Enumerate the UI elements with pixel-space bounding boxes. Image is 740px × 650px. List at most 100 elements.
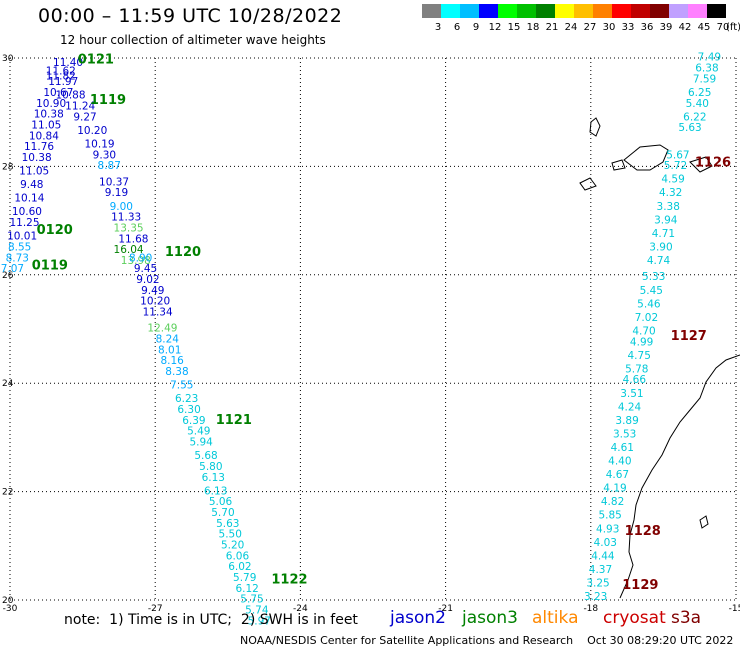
satellite-legend-s3a: s3a <box>671 608 702 628</box>
wave-height-value: 3.25 <box>586 577 609 589</box>
axis-ticks: -30 -27 -24 -21 -18 -15 20 22 24 26 28 30 <box>2 54 740 614</box>
color-swatch <box>631 4 650 18</box>
pass-time-label: 1129 <box>622 578 658 593</box>
wave-height-value: 11.62 <box>46 65 76 77</box>
color-swatch <box>574 4 593 18</box>
wave-height-value: 10.88 <box>55 90 85 102</box>
wave-height-value: 4.75 <box>628 350 651 362</box>
wave-height-value: 11.05 <box>19 166 49 178</box>
wave-height-value: 3.53 <box>613 428 636 440</box>
wave-height-value: 6.30 <box>177 404 200 416</box>
wave-height-value: 4.71 <box>652 228 675 240</box>
pass-time-label: 0119 <box>32 258 68 273</box>
wave-height-value: 8.87 <box>98 160 121 172</box>
wave-height-value: 4.24 <box>618 401 642 413</box>
pass-time-labels: 0121 1119 0120 0119 1120 1121 1122 1126 1127 1128… <box>32 52 731 593</box>
color-swatch <box>688 4 707 18</box>
wave-height-value: 10.20 <box>140 296 170 308</box>
wave-height-value: 3.38 <box>657 201 680 213</box>
wave-height-value: 8.55 <box>8 241 31 253</box>
canary-island-lapalma <box>589 117 601 137</box>
wave-height-value: 5.33 <box>642 271 665 283</box>
wave-height-value: 4.40 <box>608 456 631 468</box>
wave-height-value: 5.67 <box>666 149 689 161</box>
wave-height-value: 11.24 <box>65 100 95 112</box>
pass-time-label: 1121 <box>216 413 252 428</box>
wave-height-value: 5.72 <box>664 160 687 172</box>
color-swatch <box>498 4 517 18</box>
wave-height-value: 16.04 <box>114 244 144 256</box>
x-tick-label: -27 <box>148 604 163 614</box>
color-swatch <box>479 4 498 18</box>
coast-islet <box>699 515 709 529</box>
wave-height-value: 6.13 <box>202 472 225 484</box>
color-scale-label: 3 <box>434 22 442 33</box>
wave-height-value: 6.02 <box>228 561 251 573</box>
wave-height-value: 8.24 <box>156 334 180 346</box>
wave-height-value: 10.90 <box>36 98 66 110</box>
wave-height-value: 7.07 <box>1 263 24 275</box>
wave-height-value: 6.13 <box>204 485 227 497</box>
wave-height-value: 10.67 <box>43 87 73 99</box>
wave-height-value: 9.48 <box>20 179 43 191</box>
wave-height-value: 11.82 <box>46 71 76 83</box>
wave-height-value: 7.59 <box>693 73 716 85</box>
wave-height-value: 3.23 <box>584 591 607 603</box>
wave-height-value: 10.19 <box>85 138 115 150</box>
pass-time-label: 1119 <box>90 93 126 108</box>
wave-height-value: 10.38 <box>22 152 52 164</box>
wave-height-value: 11.76 <box>24 141 54 153</box>
wave-height-value: 12.49 <box>147 323 177 335</box>
pass-time-label: 0121 <box>78 52 114 67</box>
wave-height-value: 4.93 <box>596 523 619 535</box>
color-swatch <box>422 4 441 18</box>
wave-height-value: 13.35 <box>114 222 144 234</box>
color-scale-label: 12 <box>488 22 502 33</box>
wave-height-value: 4.61 <box>611 442 634 454</box>
wave-height-value: 6.39 <box>182 415 205 427</box>
chart-subtitle: 12 hour collection of altimeter wave hei… <box>60 33 326 47</box>
wave-height-value: 5.94 <box>189 437 213 449</box>
wave-height-value: 4.03 <box>594 537 617 549</box>
pass-time-label: 0120 <box>37 223 73 238</box>
color-scale-label: 42 <box>678 22 692 33</box>
african-coastline <box>619 354 740 599</box>
color-scale-label: 9 <box>472 22 480 33</box>
wave-height-value: 9.49 <box>141 285 164 297</box>
wave-height-value: 8.16 <box>160 355 184 367</box>
wave-height-value: 10.20 <box>77 125 107 137</box>
wave-height-value: 6.22 <box>683 111 706 123</box>
color-scale-label: 6 <box>453 22 461 33</box>
wave-height-value: 4.32 <box>659 187 682 199</box>
color-scale-label: 24 <box>564 22 578 33</box>
color-scale-unit: (ft) <box>726 22 740 33</box>
y-tick-label: 28 <box>2 162 14 172</box>
wave-height-value: 6.38 <box>695 63 718 75</box>
pass-time-label: 1120 <box>165 245 201 260</box>
color-swatch <box>669 4 688 18</box>
wave-height-value: 11.05 <box>31 119 61 131</box>
satellite-legend-altika: altika <box>532 608 579 628</box>
color-swatch <box>612 4 631 18</box>
wave-height-value: 4.70 <box>632 325 655 337</box>
wave-height-value: 6.06 <box>226 550 250 562</box>
wave-height-value: 5.50 <box>219 529 242 541</box>
wave-height-value: 7.49 <box>698 52 721 64</box>
wave-height-value: 9.27 <box>73 111 96 123</box>
wave-height-value: 4.82 <box>601 496 624 508</box>
wave-height-value: 11.68 <box>118 233 148 245</box>
wave-height-value: 5.70 <box>211 507 234 519</box>
pass-time-label: 1126 <box>695 155 731 170</box>
satellite-legend-cryosat: cryosat <box>603 608 666 628</box>
y-tick-label: 24 <box>2 379 14 389</box>
wave-height-value: 4.19 <box>603 483 626 495</box>
color-scale-label: 45 <box>697 22 711 33</box>
wave-height-value: 11.33 <box>111 212 141 224</box>
wave-height-value: 5.68 <box>194 450 217 462</box>
canary-island-tenerife <box>623 144 669 171</box>
satellite-legend-jason2: jason2 <box>390 608 446 628</box>
wave-height-value: 5.45 <box>640 285 663 297</box>
coastlines <box>579 117 740 599</box>
wave-height-value: 9.19 <box>105 187 128 199</box>
wave-height-value: 11.34 <box>143 306 173 318</box>
